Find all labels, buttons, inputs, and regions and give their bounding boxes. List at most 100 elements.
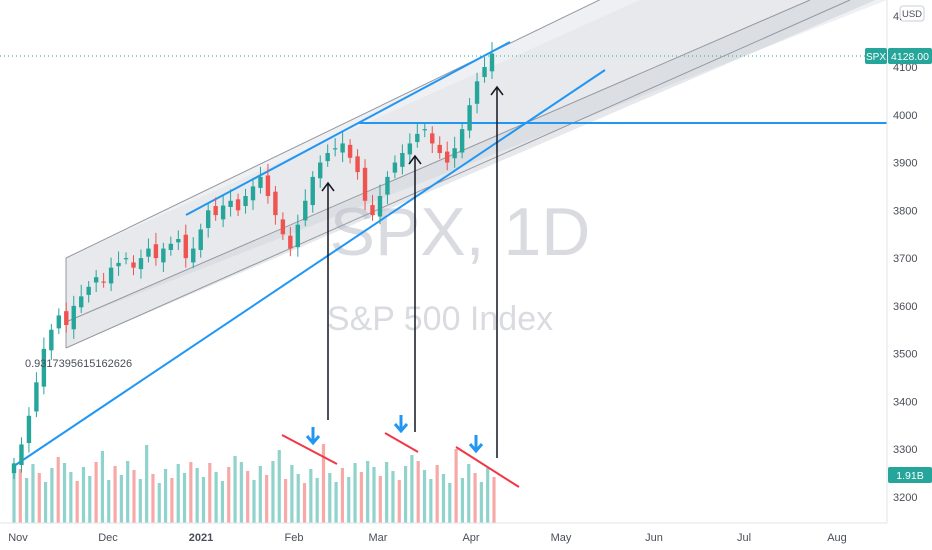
candle-body — [161, 248, 166, 263]
support-trendline[interactable] — [13, 69, 606, 467]
volume-bar — [43, 482, 48, 523]
volume-bar — [429, 479, 433, 523]
time-axis[interactable]: Nov Dec 2021 Feb Mar Apr May Jun Jul Aug — [8, 532, 847, 544]
channel-line-mid[interactable] — [65, 0, 811, 323]
candle-body — [213, 206, 218, 216]
candle-body — [318, 162, 323, 179]
candle-body — [273, 191, 278, 216]
volume-divergence-line[interactable] — [384, 432, 419, 453]
volume-bar — [176, 464, 180, 523]
volume-bar — [315, 478, 319, 523]
channel-line-top[interactable] — [65, 0, 620, 259]
candle-body — [400, 153, 405, 167]
candle-body — [347, 144, 353, 158]
price-tick: 3700 — [893, 253, 917, 265]
volume-divergence-line[interactable] — [281, 434, 338, 465]
volume-badge: 1.91B — [888, 467, 932, 483]
volume-bar — [277, 450, 281, 523]
volume-bar — [328, 473, 332, 523]
up-arrow-head — [408, 154, 422, 165]
volume-bar — [113, 466, 117, 523]
price-tick: 3800 — [893, 205, 917, 217]
time-tick: Feb — [285, 532, 304, 544]
volume-layer — [12, 444, 496, 523]
svg-text:USD: USD — [902, 9, 922, 20]
volume-bar — [189, 462, 193, 523]
down-arrow-head — [393, 423, 409, 434]
volume-bar — [252, 480, 256, 523]
volume-bar — [467, 464, 471, 523]
volume-bar — [182, 473, 187, 523]
volume-bar — [258, 466, 262, 523]
price-tick: 3400 — [893, 396, 917, 408]
annotation-layer[interactable] — [281, 85, 520, 488]
volume-bar — [56, 457, 60, 523]
volume-bar — [81, 467, 86, 523]
svg-text:4128.00: 4128.00 — [891, 51, 929, 63]
price-tick: 3200 — [893, 492, 917, 504]
drawing-layer[interactable] — [13, 0, 887, 467]
candle-body — [153, 244, 159, 259]
volume-bar — [62, 463, 67, 523]
currency-badge[interactable]: USD — [899, 5, 925, 22]
down-arrow-head — [468, 443, 484, 454]
volume-bar — [170, 478, 174, 523]
volume-bar — [138, 479, 142, 523]
volume-bar — [18, 469, 22, 523]
volume-bar — [195, 468, 199, 523]
candle-body — [235, 199, 241, 211]
volume-bar — [397, 480, 401, 523]
candle-body — [482, 67, 487, 78]
candle-body — [79, 296, 84, 308]
volume-bar — [151, 474, 155, 523]
volume-bar — [479, 482, 483, 523]
volume-bar — [265, 475, 269, 523]
candle-body — [430, 133, 435, 144]
candle-body — [138, 258, 144, 270]
fib-level-label: 0.9317395615162626 — [25, 358, 132, 370]
candle-body — [56, 315, 62, 329]
candle-body — [355, 156, 360, 173]
candle-body — [243, 196, 248, 207]
candle-body — [407, 143, 413, 155]
candle-body — [34, 382, 39, 412]
candle-body — [26, 415, 32, 444]
time-tick: Apr — [462, 532, 479, 544]
volume-bar — [302, 483, 307, 523]
candle-body — [258, 176, 263, 188]
candle-body — [220, 205, 226, 220]
volume-bar — [145, 445, 149, 523]
candle-body — [467, 105, 472, 131]
symbol-badge: SPX — [865, 48, 887, 64]
volume-bar — [31, 464, 35, 523]
candle-body — [452, 148, 457, 159]
volume-bar — [69, 472, 73, 523]
up-arrow-head — [321, 181, 335, 192]
volume-bar — [233, 456, 237, 523]
candle-body — [332, 148, 338, 150]
candle-body — [205, 210, 211, 229]
channel-line-bottom[interactable] — [65, 0, 851, 349]
time-tick: Mar — [369, 532, 388, 544]
time-tick: Aug — [827, 532, 847, 544]
candle-body — [131, 262, 136, 268]
volume-bar — [246, 471, 250, 523]
volume-bar — [283, 479, 288, 523]
volume-bar — [12, 463, 16, 523]
candle-body — [265, 175, 271, 196]
svg-text:1.91B: 1.91B — [896, 470, 923, 482]
volume-bar — [126, 461, 130, 523]
candle-body — [71, 305, 76, 330]
volume-bar — [220, 481, 225, 523]
volume-bar — [486, 468, 490, 523]
candle-body — [444, 151, 450, 163]
price-axis[interactable]: 3200 3300 3400 3500 3600 3700 3800 3900 4000 4100 — [893, 62, 917, 504]
time-tick: Jul — [737, 532, 751, 544]
volume-bar — [441, 474, 446, 523]
candle-body — [11, 463, 17, 474]
resistance-trendline[interactable] — [185, 41, 511, 216]
volume-divergence-line[interactable] — [455, 446, 520, 488]
candle-body — [459, 129, 465, 153]
volume-bar — [435, 465, 439, 523]
